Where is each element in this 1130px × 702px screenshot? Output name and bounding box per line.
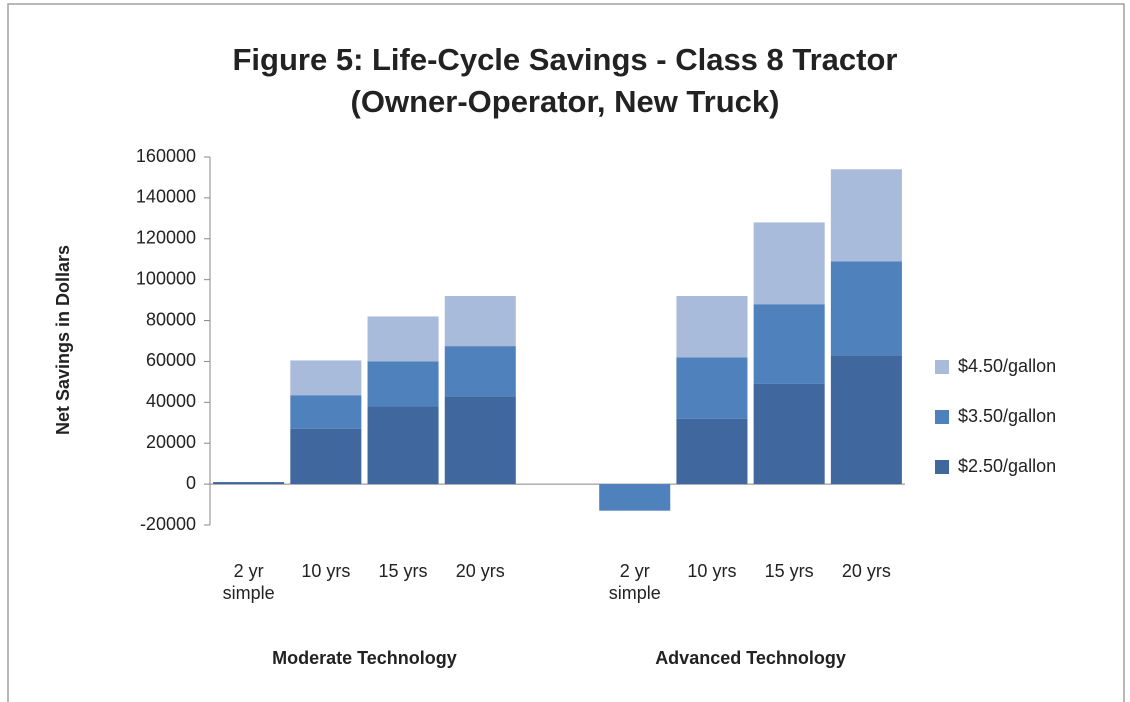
bar-segment xyxy=(676,296,748,358)
legend-swatch xyxy=(935,460,949,474)
bar-segment xyxy=(444,296,516,347)
bar-segment xyxy=(830,261,902,356)
bar-segment xyxy=(290,360,362,396)
x-tick-label: 2 yr simple xyxy=(608,561,661,603)
y-tick-label: 40000 xyxy=(146,391,196,411)
bar-segment xyxy=(290,428,362,485)
group-label: Moderate Technology xyxy=(272,648,457,668)
bar-segment xyxy=(753,304,825,384)
y-tick-label: 160000 xyxy=(136,146,196,166)
x-tick-label: 2 yr simple xyxy=(222,561,275,603)
y-tick-label: 0 xyxy=(186,473,196,493)
bar-segment xyxy=(213,482,285,485)
bar-segment xyxy=(676,357,748,419)
chart-frame xyxy=(7,3,1125,702)
bar-segment xyxy=(367,406,439,485)
y-tick-label: 60000 xyxy=(146,350,196,370)
y-tick-label: 140000 xyxy=(136,187,196,207)
y-tick-label: 120000 xyxy=(136,228,196,248)
legend-label: $4.50/gallon xyxy=(958,356,1056,376)
chart-title: Figure 5: Life-Cycle Savings - Class 8 T… xyxy=(232,42,897,77)
bar-segment xyxy=(753,222,825,305)
x-tick-label: 20 yrs xyxy=(841,561,891,581)
chart-subtitle: (Owner-Operator, New Truck) xyxy=(351,84,780,119)
bar-segment xyxy=(367,316,439,362)
bar-segment xyxy=(367,361,439,407)
bar-segment xyxy=(444,346,516,397)
group-label: Advanced Technology xyxy=(655,648,846,668)
x-tick-label: 20 yrs xyxy=(455,561,505,581)
y-tick-label: -20000 xyxy=(140,514,196,534)
bar-segment xyxy=(290,395,362,429)
bar-segment xyxy=(753,383,825,485)
bar-segment xyxy=(444,396,516,485)
y-axis-label: Net Savings in Dollars xyxy=(53,245,73,435)
bar-segment xyxy=(599,484,671,511)
legend-label: $3.50/gallon xyxy=(958,406,1056,426)
y-tick-label: 100000 xyxy=(136,268,196,288)
legend-label: $2.50/gallon xyxy=(958,456,1056,476)
y-tick-label: 20000 xyxy=(146,432,196,452)
y-tick-label: 80000 xyxy=(146,309,196,329)
x-tick-label: 15 yrs xyxy=(378,561,428,581)
bar-segment xyxy=(830,169,902,262)
bar-segment xyxy=(676,418,748,485)
bar-segment xyxy=(830,355,902,485)
legend-swatch xyxy=(935,360,949,374)
x-tick-label: 15 yrs xyxy=(764,561,814,581)
legend-swatch xyxy=(935,410,949,424)
x-tick-label: 10 yrs xyxy=(301,561,351,581)
x-tick-label: 10 yrs xyxy=(687,561,737,581)
